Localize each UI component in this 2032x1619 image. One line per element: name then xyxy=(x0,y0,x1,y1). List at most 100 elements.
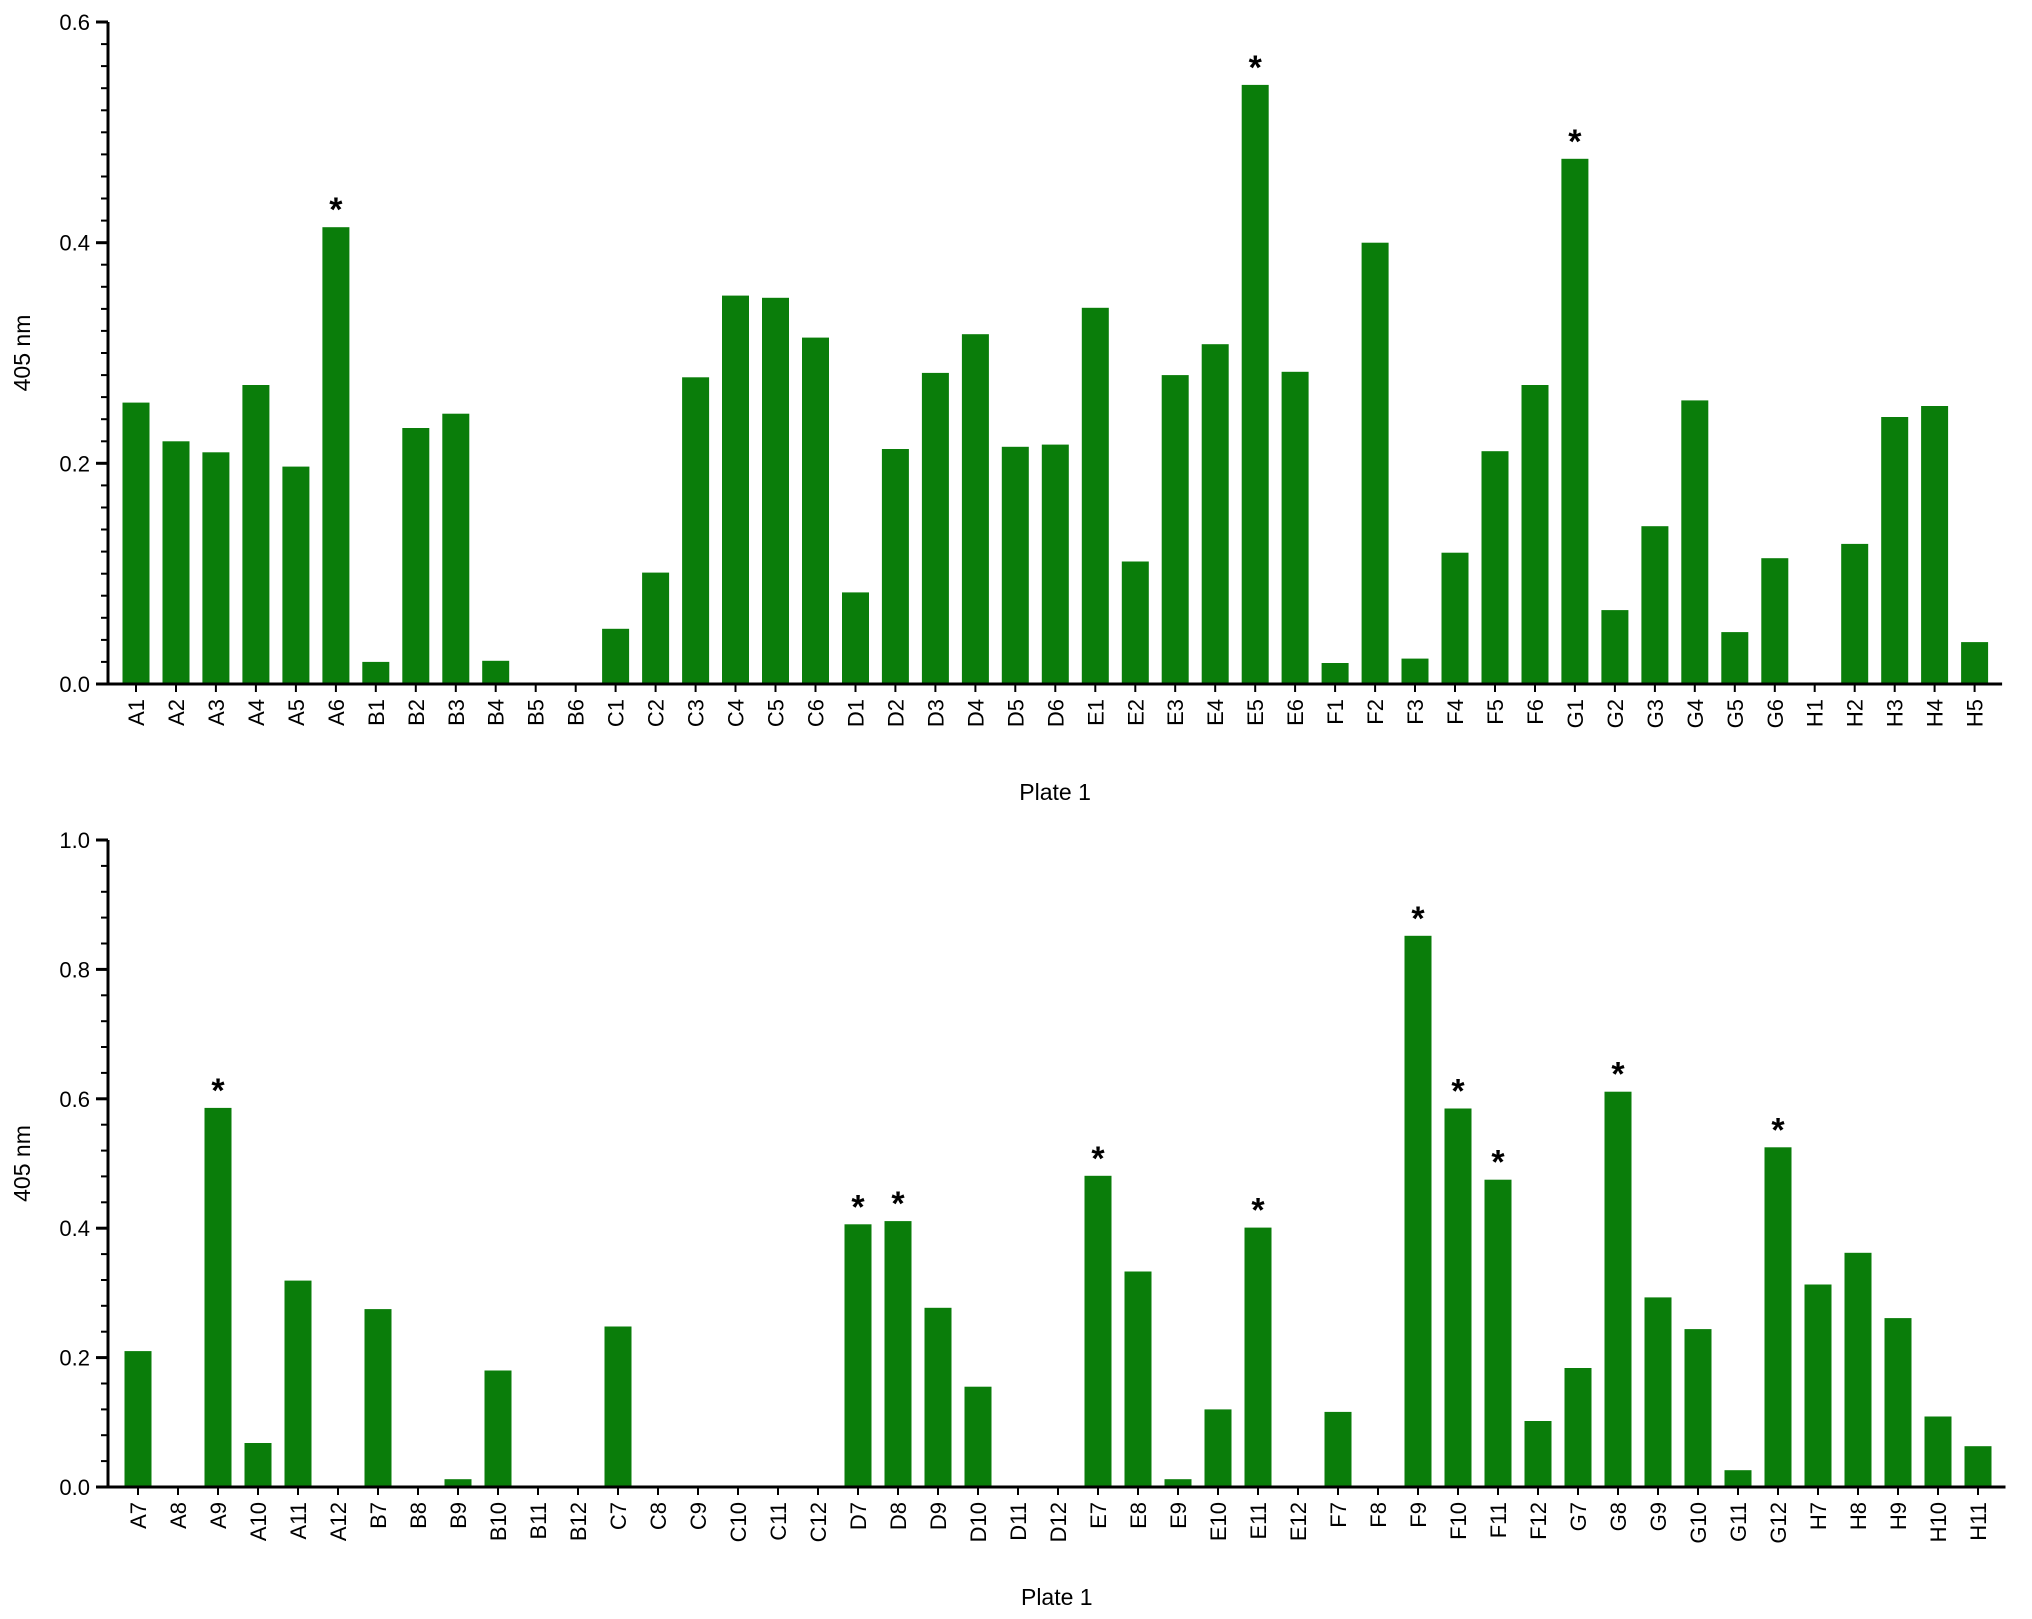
significance-marker-D7: * xyxy=(851,1188,865,1226)
x-tick-label-H1: H1 xyxy=(1803,699,1828,727)
x-tick-label-D5: D5 xyxy=(1003,699,1028,727)
x-tick-label-B7: B7 xyxy=(366,1502,391,1529)
bar-D8 xyxy=(884,1221,912,1487)
x-tick-label-E3: E3 xyxy=(1163,699,1188,726)
x-tick-label-F1: F1 xyxy=(1323,699,1348,725)
x-tick-label-H9: H9 xyxy=(1886,1502,1911,1530)
x-tick-label-E2: E2 xyxy=(1123,699,1148,726)
x-tick-label-D11: D11 xyxy=(1006,1502,1031,1541)
x-axis-title: Plate 1 xyxy=(1019,779,1091,805)
x-tick-label-E8: E8 xyxy=(1126,1502,1151,1529)
bar-A2 xyxy=(162,441,190,684)
bar-G2 xyxy=(1601,610,1629,684)
x-tick-label-D9: D9 xyxy=(926,1502,951,1530)
bar-H4 xyxy=(1921,406,1949,684)
significance-marker-E7: * xyxy=(1091,1140,1105,1178)
bar-G3 xyxy=(1641,526,1669,684)
bar-C7 xyxy=(604,1326,632,1487)
bar-A9 xyxy=(204,1107,232,1487)
bar-B7 xyxy=(364,1309,392,1487)
x-tick-label-A8: A8 xyxy=(166,1502,191,1529)
bar-A10 xyxy=(244,1443,272,1487)
bar-E10 xyxy=(1204,1409,1232,1487)
y-tick-label-0.4: 0.4 xyxy=(59,1216,90,1241)
x-tick-label-D8: D8 xyxy=(886,1502,911,1530)
bar-H11 xyxy=(1964,1446,1992,1487)
x-tick-label-H7: H7 xyxy=(1806,1502,1831,1530)
bar-H10 xyxy=(1924,1416,1952,1487)
x-tick-label-A10: A10 xyxy=(246,1502,271,1541)
bar-F2 xyxy=(1361,242,1389,684)
x-tick-label-F10: F10 xyxy=(1446,1502,1471,1540)
y-tick-label-0.2: 0.2 xyxy=(59,1346,90,1371)
y-tick-label-0.8: 0.8 xyxy=(59,957,90,982)
x-tick-label-F8: F8 xyxy=(1366,1502,1391,1528)
bar-F3 xyxy=(1401,658,1429,684)
bar-D7 xyxy=(844,1224,872,1487)
bar-D1 xyxy=(842,592,869,684)
bar-H5 xyxy=(1961,642,1989,684)
x-tick-label-C3: C3 xyxy=(684,699,709,727)
bar-A7 xyxy=(124,1351,152,1487)
x-tick-label-F11: F11 xyxy=(1486,1502,1511,1538)
x-tick-label-C2: C2 xyxy=(644,699,669,727)
bar-E2 xyxy=(1121,561,1149,684)
x-tick-label-F3: F3 xyxy=(1403,699,1428,725)
x-tick-label-B5: B5 xyxy=(524,699,549,726)
x-tick-label-C5: C5 xyxy=(764,699,789,727)
x-tick-label-B1: B1 xyxy=(364,699,389,726)
bar-H8 xyxy=(1844,1252,1872,1487)
x-tick-label-C12: C12 xyxy=(806,1502,831,1542)
x-tick-label-G4: G4 xyxy=(1683,699,1708,728)
y-axis-title: 405 nm xyxy=(9,1125,35,1202)
x-tick-label-G3: G3 xyxy=(1643,699,1668,728)
x-tick-label-G10: G10 xyxy=(1686,1502,1711,1544)
x-tick-label-C7: C7 xyxy=(606,1502,631,1530)
bar-D2 xyxy=(881,449,909,684)
x-tick-label-E7: E7 xyxy=(1086,1502,1111,1529)
y-tick-label-0.4: 0.4 xyxy=(59,231,90,256)
significance-marker-A6: * xyxy=(329,191,343,229)
bar-G10 xyxy=(1684,1329,1712,1487)
x-tick-label-C11: C11 xyxy=(766,1502,791,1541)
x-tick-label-H11: H11 xyxy=(1966,1502,1991,1541)
x-tick-label-F12: F12 xyxy=(1526,1502,1551,1540)
significance-marker-F11: * xyxy=(1491,1144,1505,1182)
bar-D6 xyxy=(1041,444,1069,684)
significance-marker-G12: * xyxy=(1771,1111,1785,1149)
x-tick-label-H3: H3 xyxy=(1883,699,1908,727)
x-tick-label-F5: F5 xyxy=(1483,699,1508,725)
bar-B4 xyxy=(482,660,510,684)
x-tick-label-E9: E9 xyxy=(1166,1502,1191,1529)
bar-G11 xyxy=(1724,1470,1752,1487)
bar-C5 xyxy=(762,297,789,684)
x-tick-label-B4: B4 xyxy=(484,699,509,726)
bar-H9 xyxy=(1884,1318,1912,1487)
bar-B3 xyxy=(442,413,470,684)
x-tick-label-C9: C9 xyxy=(686,1502,711,1530)
significance-marker-D8: * xyxy=(891,1185,905,1223)
x-tick-label-F6: F6 xyxy=(1523,699,1548,725)
bar-A6 xyxy=(322,227,350,684)
x-tick-label-G12: G12 xyxy=(1766,1502,1791,1544)
bar-C1 xyxy=(602,628,630,684)
y-tick-label-0.2: 0.2 xyxy=(59,451,90,476)
bar-G12 xyxy=(1764,1147,1792,1487)
bar-F9 xyxy=(1404,935,1432,1487)
bar-G6 xyxy=(1761,558,1789,684)
bar-C3 xyxy=(682,377,710,684)
x-tick-label-B6: B6 xyxy=(564,699,589,726)
bar-G8 xyxy=(1604,1091,1632,1487)
x-tick-label-F2: F2 xyxy=(1363,699,1388,725)
significance-marker-G1: * xyxy=(1568,123,1582,161)
bar-C4 xyxy=(722,295,749,684)
bar-D9 xyxy=(924,1307,952,1487)
x-tick-label-C4: C4 xyxy=(724,699,749,727)
x-tick-label-G11: G11 xyxy=(1726,1502,1751,1542)
x-tick-label-G9: G9 xyxy=(1646,1502,1671,1531)
bar-G9 xyxy=(1644,1297,1672,1487)
bar-D3 xyxy=(921,372,949,684)
x-tick-label-E6: E6 xyxy=(1283,699,1308,726)
x-tick-label-A9: A9 xyxy=(206,1502,231,1529)
bar-E6 xyxy=(1281,371,1309,684)
